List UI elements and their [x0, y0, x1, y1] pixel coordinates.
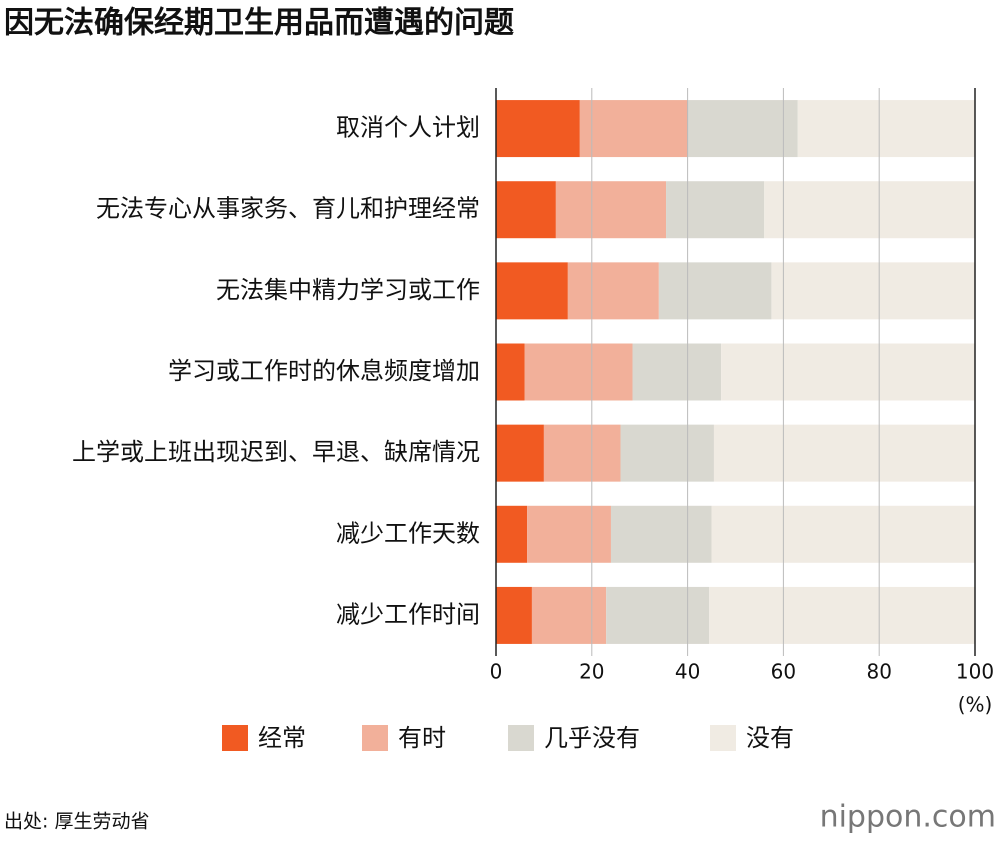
bar-segment [606, 586, 710, 644]
y-tick-label: 上学或上班出现迟到、早退、缺席情况 [72, 438, 480, 466]
y-tick-label: 减少工作时间 [336, 600, 480, 628]
y-tick-label: 取消个人计划 [336, 114, 480, 142]
legend-swatch [222, 725, 248, 751]
y-tick-label: 减少工作天数 [336, 519, 480, 547]
chart-title: 因无法确保经期卫生用品而遭遇的问题 [4, 6, 514, 41]
bar-segment [579, 100, 688, 158]
bar-segment [555, 181, 667, 239]
bar-segment [797, 100, 975, 158]
x-tick-label: 60 [771, 660, 796, 684]
legend-label: 有时 [398, 724, 446, 752]
logo: nippon.com [820, 800, 996, 835]
legend-swatch [710, 725, 736, 751]
y-tick-label: 无法集中精力学习或工作 [216, 276, 480, 304]
bar-segment [709, 586, 975, 644]
bar-segment [567, 262, 659, 320]
x-tick-label: 20 [579, 660, 604, 684]
legend-label: 几乎没有 [544, 724, 640, 752]
bar-segment [496, 262, 568, 320]
legend-swatch [508, 725, 534, 751]
legend-label: 没有 [746, 724, 794, 752]
bar-segment [658, 262, 772, 320]
bar-segment [496, 586, 532, 644]
bar-segment [496, 505, 528, 563]
y-tick-label: 无法专心从事家务、育儿和护理经常 [96, 195, 480, 223]
bar-segment [543, 424, 621, 482]
bar-segment [527, 505, 611, 563]
bar-segment [764, 181, 975, 239]
source: 出处: 厚生劳动省 [4, 811, 149, 833]
bar-segment [632, 343, 722, 401]
bar-segment [721, 343, 975, 401]
x-tick-label: 0 [490, 660, 503, 684]
bar-segment [496, 424, 544, 482]
x-tick-label: 80 [866, 660, 891, 684]
legend-swatch [362, 725, 388, 751]
bar-segment [524, 343, 633, 401]
bar-segment [666, 181, 765, 239]
x-axis-unit: (%) [958, 693, 993, 717]
bar-segment [687, 100, 798, 158]
bar-segment [496, 343, 525, 401]
x-tick-label: 40 [675, 660, 700, 684]
bar-segment [531, 586, 607, 644]
bar-segment [771, 262, 975, 320]
bar-segment [711, 505, 975, 563]
y-tick-label: 学习或工作时的休息频度增加 [168, 357, 480, 385]
bar-segment [620, 424, 714, 482]
bar-segment [496, 100, 580, 158]
legend-label: 经常 [258, 724, 306, 752]
x-tick-label: 100 [956, 660, 994, 684]
bar-segment [713, 424, 975, 482]
bar-segment [610, 505, 712, 563]
bar-segment [496, 181, 556, 239]
